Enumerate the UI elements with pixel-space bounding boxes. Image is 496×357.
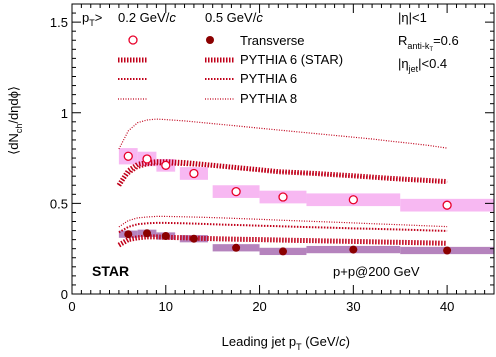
data-point-filled <box>124 230 133 239</box>
data-point-open <box>278 192 288 202</box>
legend-col2-header: 0.5 GeV/c <box>205 10 263 25</box>
y-tick-label: 1.5 <box>50 15 68 30</box>
curve-pythia-6 <box>118 163 448 186</box>
x-tick-label: 30 <box>346 299 360 314</box>
curve-pythia-8 <box>118 215 448 228</box>
data-point-filled <box>443 246 452 255</box>
data-point-open <box>123 151 133 161</box>
data-point-filled <box>161 232 170 240</box>
y-axis-title: ⟨dNch/dηdϕ⟩ <box>6 86 24 155</box>
data-point-open <box>142 154 152 164</box>
annotation-jet-radius: Ranti-kT=0.6 <box>398 33 459 53</box>
x-tick-label: 0 <box>68 299 75 314</box>
data-point-filled <box>189 234 198 243</box>
data-point-open <box>189 168 199 179</box>
legend-entry-pythia8: PYTHIA 8 <box>240 91 297 106</box>
legend-entry-transverse: Transverse <box>240 33 305 48</box>
legend-pt-label: pT> <box>82 10 102 28</box>
legend-symbol-open-marker <box>128 35 138 45</box>
data-point-open <box>348 195 358 205</box>
legend-symbols <box>118 35 235 100</box>
data-point-filled <box>349 245 358 254</box>
legend-entry-pythia6-star: PYTHIA 6 (STAR) <box>240 52 343 67</box>
legend: pT> 0.2 GeV/c 0.5 GeV/c Transverse PYTHI… <box>82 10 343 106</box>
x-tick-label: 10 <box>159 299 173 314</box>
annotation-eta-cut: |η|<1 <box>398 10 427 25</box>
data-point-open <box>442 200 452 210</box>
annotation-jet-eta-cut: |ηjet|<0.4 <box>398 56 447 74</box>
data-point-open <box>231 186 241 197</box>
data-point-filled <box>143 229 152 238</box>
curve-pythia-8 <box>118 118 448 150</box>
x-tick-label: 40 <box>440 299 454 314</box>
x-tick-label: 20 <box>252 299 266 314</box>
y-tick-label: 1 <box>61 106 68 121</box>
pythia-curves-layer <box>116 118 448 248</box>
legend-entry-pythia6: PYTHIA 6 <box>240 71 297 86</box>
curve-pythia-6 <box>118 221 448 234</box>
data-point-open <box>161 160 171 170</box>
y-tick-label: 0 <box>61 287 68 302</box>
x-axis-title: Leading jet pT (GeV/c) <box>222 334 350 352</box>
annotation-experiment: STAR <box>92 263 129 279</box>
data-point-filled <box>232 243 241 252</box>
legend-symbol-filled-marker <box>206 36 214 44</box>
legend-col1-header: 0.2 GeV/c <box>118 10 176 25</box>
axes-layer: 0 10 20 30 40 0 0.5 1 1.5 <box>50 3 495 314</box>
data-point-filled <box>279 247 287 256</box>
y-tick-label: 0.5 <box>50 196 68 211</box>
curve-pythia-6-star <box>117 234 448 248</box>
annotation-collision-system: p+p@200 GeV <box>333 264 420 279</box>
data-markers-layer <box>123 151 452 256</box>
